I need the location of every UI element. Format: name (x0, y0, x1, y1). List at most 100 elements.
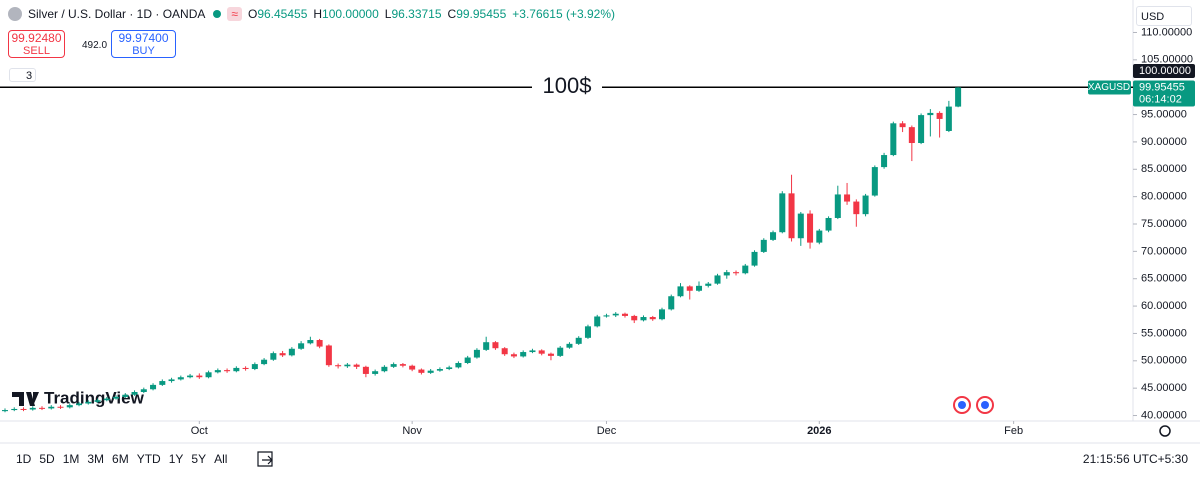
candle-body (770, 232, 777, 240)
buy-button[interactable]: 99.97400 BUY (111, 30, 176, 58)
y-tick-label: 105.00000 (1141, 54, 1193, 66)
event-icon-flag (958, 401, 966, 409)
candle-body (288, 348, 295, 356)
candle-body (29, 407, 36, 410)
candle-body (464, 357, 471, 363)
range-button[interactable]: 1D (16, 452, 32, 466)
candle-body (409, 365, 416, 370)
candle-body (483, 342, 490, 350)
indicators-count: 3 (26, 70, 33, 82)
x-tick-label: 2026 (807, 425, 831, 437)
candle-body (779, 193, 786, 233)
y-tick-label: 50.00000 (1141, 355, 1187, 367)
candle-body (566, 343, 573, 348)
candle-body (816, 230, 823, 243)
range-button[interactable]: 3M (87, 452, 105, 466)
candle-body (714, 275, 721, 284)
candle-body (103, 398, 110, 401)
level-label: 100$ (543, 73, 592, 98)
symbol-tag-label: XAGUSD (1088, 82, 1130, 93)
date-range-icon[interactable] (257, 451, 273, 467)
y-tick-label: 55.00000 (1141, 327, 1187, 339)
candle-body (696, 285, 703, 291)
y-tick-label: 65.00000 (1141, 273, 1187, 285)
candle-body (649, 317, 656, 320)
candle-body (927, 112, 934, 116)
candle-body (733, 272, 740, 274)
candle-body (242, 367, 249, 370)
clock: 21:15:56 UTC+5:30 (1082, 452, 1188, 466)
candle-body (362, 366, 369, 374)
currency-select[interactable]: USD (1136, 6, 1192, 26)
indicators-toggle[interactable]: 3 (9, 68, 36, 82)
logo-icon (12, 392, 39, 406)
candle-body (705, 283, 712, 286)
candle-body (372, 371, 379, 374)
candle-body (122, 394, 129, 397)
candle-body (918, 115, 925, 144)
candle-body (844, 194, 851, 202)
event-icon-flag (981, 401, 989, 409)
candle-body (881, 155, 888, 168)
currency: USD (1141, 11, 1165, 23)
line-tag (1133, 64, 1195, 78)
candle-body (427, 370, 434, 373)
candle-body (316, 340, 323, 347)
candle-body (436, 369, 443, 371)
candle-body (584, 326, 591, 338)
range-button[interactable]: 5Y (191, 452, 207, 466)
countdown: 06:14:02 (1139, 93, 1182, 105)
candle-body (594, 316, 601, 327)
candle-body (890, 123, 897, 156)
candle-body (113, 396, 120, 399)
candle-body (335, 365, 342, 367)
candle-body (205, 372, 212, 378)
range-button[interactable]: 1M (62, 452, 80, 466)
candle-body (945, 106, 952, 131)
candle-body (94, 400, 101, 402)
candle-body (399, 364, 406, 366)
logo-text: TradingView (44, 388, 145, 407)
candle-body (575, 337, 582, 344)
candle-body (547, 353, 554, 356)
candle-body (677, 286, 684, 297)
status-dot (213, 10, 222, 18)
candle-body (631, 315, 638, 321)
candle-body (557, 347, 564, 356)
settings-icon[interactable] (1159, 425, 1171, 437)
candle-body (686, 286, 693, 291)
candle-body (140, 389, 147, 392)
range-button[interactable]: 5D (39, 452, 55, 466)
candle-body (640, 317, 647, 321)
ohlc: O 96.45455 H 100.00000 L 96.33715 C 99.95455 (248, 7, 512, 21)
candle-body (501, 348, 508, 355)
range-button[interactable]: YTD (136, 452, 161, 466)
y-tick-label: 70.00000 (1141, 245, 1187, 257)
spread: 492.0 (82, 40, 108, 51)
y-tick-label: 110.00000 (1141, 26, 1192, 38)
sell-button[interactable]: 99.92480 SELL (8, 30, 65, 58)
y-tick-label: 95.00000 (1141, 108, 1187, 120)
x-tick-label: Nov (402, 425, 422, 437)
y-tick-label: 85.00000 (1141, 163, 1187, 175)
candle-body (85, 401, 92, 404)
candle-body (76, 403, 83, 406)
range-button[interactable]: 6M (112, 452, 129, 466)
candle-body (751, 251, 758, 266)
candle-body (538, 350, 545, 354)
candle-body (899, 123, 906, 128)
candle-body (20, 408, 27, 410)
candle-body (936, 112, 943, 119)
candle-body (446, 367, 453, 370)
legend-value: 100.00000 (322, 7, 379, 21)
sell-label: SELL (23, 45, 50, 57)
candle-body (510, 354, 517, 357)
candle-body (825, 217, 832, 231)
compare-button[interactable]: ≈ (227, 7, 242, 21)
range-button[interactable]: 1Y (168, 452, 184, 466)
range-button[interactable]: All (214, 452, 228, 466)
candle-body (955, 87, 962, 107)
candle-body (261, 359, 268, 365)
candle-body (57, 406, 64, 408)
